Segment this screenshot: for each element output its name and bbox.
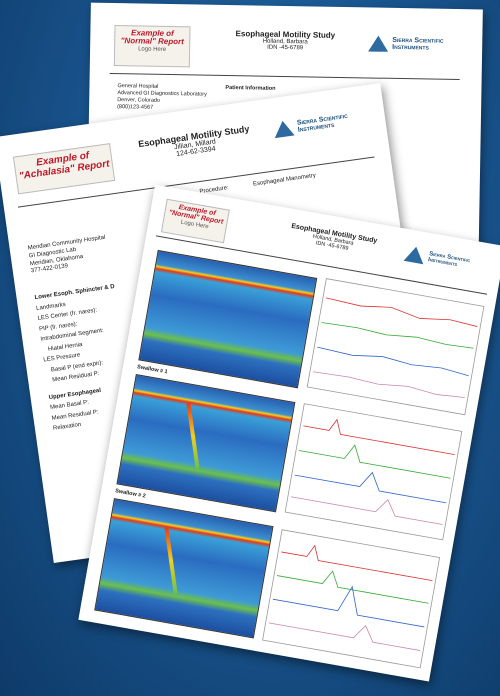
address: Meridian Community Hospital GI Diagnosti… [27,235,109,277]
badge-text: Example of "Achalasia" Report [18,150,111,182]
company: Sierra Scientific Instruments [296,112,349,134]
pressure-topography [116,373,296,513]
pressure-topography [138,249,318,389]
pressure-topography [94,498,274,639]
company-logo: Sierra Scientific Instruments [403,245,495,276]
company-logo: Sierra Scientific Instruments [272,108,374,139]
report-page: Example of "Normal" Report Logo Here Eso… [78,184,500,682]
idn: IDN -45-6789 [267,44,304,52]
company: Sierra Scientific Instruments [392,36,444,52]
section-heading: Patient Information [225,84,276,92]
title: Esophageal Motility Study Holland, Barba… [268,219,399,260]
badge-text: Example of "Normal" Report [120,28,184,47]
title: Esophageal Motility Study Jillian, Milla… [124,122,266,165]
badge: Example of "Normal" Report Logo Here [113,25,191,68]
procedure: Esophageal Manometry [252,172,317,188]
company-logo: Sierra Scientific Instruments [368,35,468,53]
company: Sierra Scientific Instruments [427,251,471,269]
logo-note: Logo Here [138,46,167,53]
pressure-traces [262,278,485,669]
badge: Example of "Achalasia" Report [12,143,116,195]
title: Esophageal Motility Study Holland, Barba… [210,29,360,53]
badge: Example of "Normal" Report Logo Here [160,198,230,244]
